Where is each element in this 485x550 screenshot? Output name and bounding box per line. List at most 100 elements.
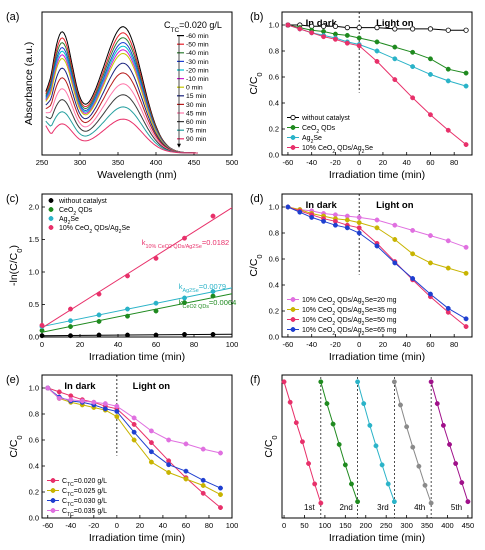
annotation-concentration: CTC=0.020 g/L [164,20,222,34]
data-point [148,428,154,434]
panel-label-d: (d) [250,193,263,205]
plot-frame-f [281,374,473,519]
legend-entry-2: 10% CeO2 QDs/Ag2Se=50 mg [302,317,397,327]
cycle-label-4: 5th [451,503,462,512]
data-point [374,225,380,231]
data-point [356,43,362,49]
data-point [166,462,172,468]
data-point [392,26,398,32]
data-point [379,462,385,468]
data-point [422,482,428,488]
legend-marker [48,207,54,212]
x-tick-label: 400 [441,521,454,530]
legend-marker [48,225,54,230]
data-point [200,490,206,496]
data-point [445,238,451,244]
legend-entry-3: -30 min [186,59,209,66]
data-point [463,70,469,76]
fit-line [41,207,233,329]
x-tick-label: 500 [226,158,239,167]
data-point [427,291,433,297]
y-tick-label: 0.4 [269,281,279,290]
y-tick-label: 1.0 [29,268,39,277]
data-point [336,442,342,447]
data-point [392,44,398,50]
data-point [318,379,324,385]
fit-line [41,293,233,333]
rate-constant-label: kAg2Se=0.0079 [179,282,226,294]
x-tick-label: 60 [182,521,190,530]
panel-e: (e) -60 -40 -20 0 20 40 60 80 100 0.0 0.2 0.4 0.6 0.8 1… [6,374,238,544]
data-point [125,273,130,279]
data-point [463,324,469,330]
data-point [392,260,398,266]
x-tick-label: 350 [112,158,125,167]
spectrum-line [45,26,198,154]
data-point [200,483,206,488]
data-point [374,39,380,45]
data-point [344,24,350,31]
data-point [410,251,416,257]
data-point [428,500,434,506]
region-dark-label: In dark [64,381,96,392]
data-point [428,379,434,385]
data-point [68,333,73,339]
legend-marker [290,297,296,302]
spectrum-line [45,118,198,154]
x-tick-label: 50 [300,521,308,530]
data-point [96,291,102,297]
data-point [218,492,223,498]
y-tick-label: 0.8 [29,410,39,419]
data-point [374,217,380,223]
data-point [459,480,465,486]
data-point [79,398,85,404]
data-point [166,470,172,475]
data-point [453,461,459,466]
data-point [39,322,45,328]
x-tick-label: 450 [462,521,475,530]
data-point [293,420,299,426]
data-point [200,446,206,452]
data-point [404,424,410,430]
x-tick-label: 400 [150,158,163,167]
legend-entry-9: 45 min [186,110,207,117]
data-point [68,306,73,312]
cycle-label-3: 4th [414,503,425,512]
legend-entry-1: CeO2 QDs [302,125,336,135]
spectrum-line [45,106,198,154]
x-tick-label: 0 [40,340,44,349]
x-tick-label: 300 [400,521,413,530]
y-tick-label: 0.6 [29,436,39,445]
legend-entry-10: 60 min [186,119,207,126]
data-point [153,255,159,261]
panel-label-e: (e) [6,374,19,386]
data-point [463,270,469,276]
data-point [398,402,403,408]
data-point [96,312,102,318]
plot-frame-d [281,193,473,338]
data-point [287,399,293,405]
legend-entry-2: Ag2Se [302,135,322,145]
data-point [463,27,469,33]
x-tick-label: 100 [226,340,239,349]
legend-entry-1: 10% CeO2 QDs/Ag2Se=35 mg [302,307,397,317]
data-point [445,27,451,33]
data-point [297,26,303,32]
y-axis-label: Absorbance (a.u.) [23,42,35,125]
x-tick-label: 40 [403,158,411,167]
spectrum-line [45,94,198,154]
data-point [56,395,62,401]
data-point [332,222,338,228]
legend-entry-2: Ag2Se [59,216,79,226]
x-tick-label: -60 [283,158,294,167]
data-point [210,213,216,219]
series-line [47,387,221,454]
y-tick-label: 0.8 [269,229,279,238]
legend-entry-0: 10% CeO2 QDs/Ag2Se=20 mg [302,297,397,307]
legend-entry-3: 10% CeO2 QDs/Ag2Se=65 mg [302,327,397,337]
data-point [125,332,130,338]
data-point [445,66,451,72]
x-tick-label: 100 [319,521,332,530]
plot-frame-b [281,11,473,156]
data-point [218,505,223,511]
